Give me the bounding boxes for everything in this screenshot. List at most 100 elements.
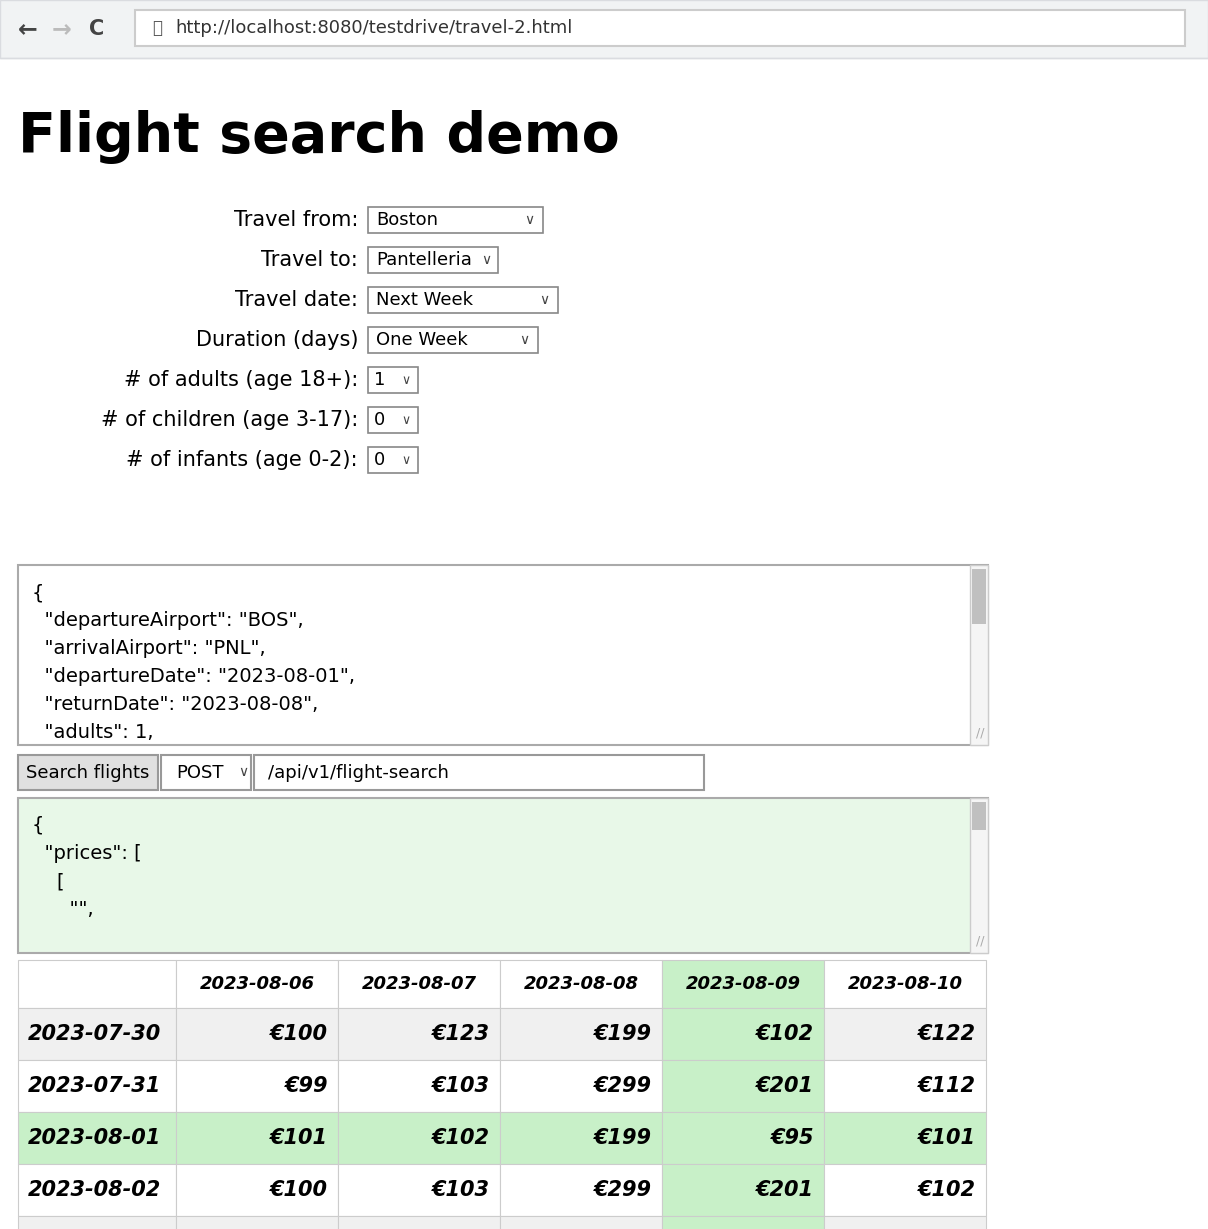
Bar bbox=[662, 1059, 824, 1112]
Bar bbox=[176, 960, 338, 1008]
Bar bbox=[161, 755, 251, 790]
Text: 1: 1 bbox=[374, 371, 385, 390]
Bar bbox=[18, 1215, 176, 1229]
Text: ←: ← bbox=[18, 17, 37, 41]
Bar bbox=[18, 1008, 176, 1059]
Bar bbox=[500, 1059, 662, 1112]
Text: C: C bbox=[89, 18, 105, 39]
Bar bbox=[662, 1164, 824, 1215]
Text: ∨: ∨ bbox=[238, 766, 248, 779]
Bar bbox=[368, 367, 418, 393]
Text: €199: €199 bbox=[594, 1128, 652, 1148]
Text: ∨: ∨ bbox=[524, 213, 534, 227]
Text: €122: €122 bbox=[918, 1024, 976, 1043]
Bar bbox=[500, 960, 662, 1008]
Text: {: { bbox=[31, 583, 45, 602]
Bar bbox=[254, 755, 704, 790]
Bar bbox=[18, 1112, 176, 1164]
Text: //: // bbox=[976, 726, 985, 739]
Bar bbox=[0, 0, 1208, 58]
Text: 0: 0 bbox=[374, 451, 385, 469]
Text: //: // bbox=[976, 934, 985, 948]
Text: Travel date:: Travel date: bbox=[236, 290, 358, 310]
Text: # of children (age 3-17):: # of children (age 3-17): bbox=[100, 410, 358, 430]
Bar bbox=[500, 1164, 662, 1215]
Bar bbox=[338, 960, 500, 1008]
Text: # of adults (age 18+):: # of adults (age 18+): bbox=[123, 370, 358, 390]
Text: €201: €201 bbox=[756, 1077, 814, 1096]
Text: "returnDate": "2023-08-08",: "returnDate": "2023-08-08", bbox=[31, 696, 318, 714]
Text: €95: €95 bbox=[771, 1128, 814, 1148]
Bar bbox=[368, 288, 558, 313]
Text: 2023-08-02: 2023-08-02 bbox=[28, 1180, 161, 1200]
Text: 2023-07-31: 2023-07-31 bbox=[28, 1077, 161, 1096]
Bar bbox=[368, 447, 418, 473]
Text: 2023-08-08: 2023-08-08 bbox=[523, 975, 639, 993]
Bar bbox=[824, 960, 986, 1008]
Text: €101: €101 bbox=[918, 1128, 976, 1148]
Text: €299: €299 bbox=[594, 1180, 652, 1200]
Text: €102: €102 bbox=[756, 1024, 814, 1043]
Text: Next Week: Next Week bbox=[376, 291, 474, 308]
Text: /api/v1/flight-search: /api/v1/flight-search bbox=[268, 763, 449, 782]
Text: "arrivalAirport": "PNL",: "arrivalAirport": "PNL", bbox=[31, 639, 266, 658]
Text: ⓘ: ⓘ bbox=[152, 18, 162, 37]
Bar bbox=[972, 803, 986, 830]
Text: 2023-08-06: 2023-08-06 bbox=[199, 975, 314, 993]
Bar bbox=[18, 565, 988, 745]
Bar bbox=[824, 1215, 986, 1229]
Text: €123: €123 bbox=[432, 1024, 490, 1043]
Bar bbox=[368, 327, 538, 353]
Bar bbox=[18, 755, 158, 790]
Text: One Week: One Week bbox=[376, 331, 467, 349]
Bar bbox=[824, 1112, 986, 1164]
Bar bbox=[176, 1008, 338, 1059]
Bar bbox=[662, 1215, 824, 1229]
Text: ∨: ∨ bbox=[401, 413, 411, 426]
Bar bbox=[368, 407, 418, 433]
Text: [: [ bbox=[31, 873, 64, 891]
Text: {: { bbox=[31, 816, 45, 834]
Text: Boston: Boston bbox=[376, 211, 439, 229]
Text: €101: €101 bbox=[271, 1128, 329, 1148]
Bar bbox=[135, 10, 1185, 45]
Bar bbox=[18, 1164, 176, 1215]
Bar bbox=[970, 565, 988, 745]
Text: €199: €199 bbox=[594, 1024, 652, 1043]
Text: "departureAirport": "BOS",: "departureAirport": "BOS", bbox=[31, 611, 303, 630]
Text: 2023-08-09: 2023-08-09 bbox=[685, 975, 801, 993]
Bar bbox=[338, 1112, 500, 1164]
Bar bbox=[176, 1112, 338, 1164]
Bar bbox=[824, 1059, 986, 1112]
Text: €103: €103 bbox=[432, 1077, 490, 1096]
Text: Travel to:: Travel to: bbox=[261, 249, 358, 270]
Bar bbox=[824, 1008, 986, 1059]
Bar bbox=[18, 798, 988, 952]
Bar bbox=[662, 960, 824, 1008]
Text: http://localhost:8080/testdrive/travel-2.html: http://localhost:8080/testdrive/travel-2… bbox=[175, 18, 573, 37]
Bar bbox=[368, 206, 544, 234]
Text: "departureDate": "2023-08-01",: "departureDate": "2023-08-01", bbox=[31, 667, 355, 686]
Text: Travel from:: Travel from: bbox=[233, 210, 358, 230]
Text: "adults": 1,: "adults": 1, bbox=[31, 723, 153, 742]
Text: €100: €100 bbox=[271, 1180, 329, 1200]
Text: 2023-08-01: 2023-08-01 bbox=[28, 1128, 161, 1148]
Text: →: → bbox=[52, 17, 71, 41]
Text: €201: €201 bbox=[756, 1180, 814, 1200]
Bar bbox=[176, 1215, 338, 1229]
Text: Flight search demo: Flight search demo bbox=[18, 111, 620, 163]
Bar bbox=[338, 1059, 500, 1112]
Text: €112: €112 bbox=[918, 1077, 976, 1096]
Bar bbox=[338, 1164, 500, 1215]
Text: "",: "", bbox=[31, 900, 94, 919]
Bar bbox=[824, 1164, 986, 1215]
Text: €299: €299 bbox=[594, 1077, 652, 1096]
Text: "prices": [: "prices": [ bbox=[31, 844, 141, 863]
Text: €99: €99 bbox=[285, 1077, 329, 1096]
Text: Search flights: Search flights bbox=[27, 763, 150, 782]
Bar bbox=[500, 1112, 662, 1164]
Bar bbox=[500, 1215, 662, 1229]
Text: 0: 0 bbox=[374, 410, 385, 429]
Bar bbox=[970, 798, 988, 952]
Text: ∨: ∨ bbox=[401, 374, 411, 386]
